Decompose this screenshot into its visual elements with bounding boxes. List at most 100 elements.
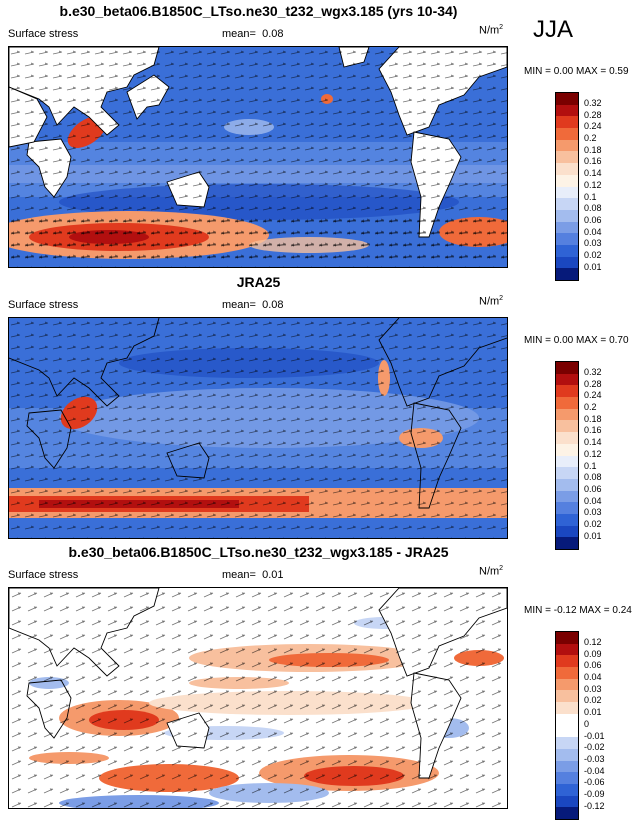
colorbar-cell <box>556 702 578 714</box>
colorbar-label: 0.16 <box>584 425 602 436</box>
colorbar-label: 0.28 <box>584 378 602 389</box>
panel-3-colorbar-labels: 0.12 0.09 0.06 0.04 0.03 0.02 0.01 0 -0.… <box>584 637 605 812</box>
colorbar-label: 0.16 <box>584 156 602 167</box>
panel-3-mean-value: 0.01 <box>262 569 284 581</box>
colorbar-cell <box>556 174 578 187</box>
colorbar-cell <box>556 502 578 514</box>
colorbar-label: 0.2 <box>584 133 597 144</box>
colorbar-cell <box>556 455 578 468</box>
colorbar-cell <box>556 362 578 374</box>
colorbar-cell <box>556 690 578 703</box>
colorbar-label: 0.12 <box>584 448 602 459</box>
colorbar-cell <box>556 748 578 761</box>
panel-1-colorbar <box>555 92 579 281</box>
colorbar-cell <box>556 678 578 691</box>
colorbar-cell <box>556 490 578 503</box>
colorbar-label: 0.01 <box>584 261 602 272</box>
colorbar-label: 0.1 <box>584 191 597 202</box>
colorbar-label: -0.01 <box>584 730 605 741</box>
panel-1-mean: mean= 0.08 <box>222 28 284 40</box>
colorbar-label: 0.06 <box>584 660 602 671</box>
colorbar-cell <box>556 525 578 538</box>
panel-1-variable-label: Surface stress <box>8 28 79 40</box>
panel-2-mean: mean= 0.08 <box>222 299 284 311</box>
panel-1-colorbar-labels: 0.32 0.28 0.24 0.2 0.18 0.16 0.14 0.12 0… <box>584 98 602 273</box>
colorbar-cell <box>556 163 578 175</box>
colorbar-label: -0.04 <box>584 765 605 776</box>
colorbar-cell <box>556 104 578 117</box>
colorbar-cell <box>556 478 578 491</box>
colorbar-label: -0.09 <box>584 788 605 799</box>
panel-3-variable-label: Surface stress <box>8 569 79 581</box>
colorbar-label: 0.18 <box>584 413 602 424</box>
colorbar-cell <box>556 537 578 549</box>
panel-2-map-svg <box>9 318 507 538</box>
panel-1-title: b.e30_beta06.B1850C_LTso.ne30_t232_wgx3.… <box>59 3 458 19</box>
colorbar-cell <box>556 655 578 668</box>
colorbar-cell <box>556 667 578 679</box>
colorbar-label: 0.32 <box>584 98 602 108</box>
colorbar-cell <box>556 151 578 164</box>
colorbar-cell <box>556 632 578 644</box>
colorbar-label: -0.12 <box>584 800 605 811</box>
colorbar-cell <box>556 783 578 796</box>
panel-1-map-svg <box>9 47 507 267</box>
panel-1-map <box>8 46 508 268</box>
panel-2-title: JRA25 <box>236 274 281 290</box>
colorbar-label: -0.02 <box>584 742 605 753</box>
colorbar-cell <box>556 397 578 409</box>
colorbar-label: 0.04 <box>584 672 602 683</box>
panel-1-mean-value: 0.08 <box>262 28 284 40</box>
colorbar-label: 0.24 <box>584 121 602 132</box>
colorbar-label: 0.02 <box>584 695 602 706</box>
colorbar-label: -0.03 <box>584 753 605 764</box>
colorbar-cell <box>556 244 578 257</box>
colorbar-cell <box>556 385 578 398</box>
panel-3-map <box>8 587 508 809</box>
colorbar-cell <box>556 760 578 773</box>
colorbar-label: 0.24 <box>584 390 602 401</box>
colorbar-label: 0 <box>584 718 590 729</box>
colorbar-label: 0.32 <box>584 367 602 377</box>
colorbar-label: 0.08 <box>584 203 602 214</box>
panel-2-mean-value: 0.08 <box>262 299 284 311</box>
panel-3-units: N/m2 <box>479 565 504 578</box>
colorbar-cell <box>556 233 578 245</box>
colorbar-cell <box>556 807 578 819</box>
colorbar-cell <box>556 408 578 421</box>
colorbar-cell <box>556 432 578 444</box>
colorbar-cell <box>556 725 578 738</box>
colorbar-label: 0.03 <box>584 683 602 694</box>
colorbar-cell <box>556 467 578 479</box>
colorbar-label: 0.06 <box>584 214 602 225</box>
colorbar-cell <box>556 209 578 222</box>
colorbar-cell <box>556 713 578 726</box>
colorbar-label: 0.03 <box>584 507 602 518</box>
colorbar-label: 0.14 <box>584 168 602 179</box>
colorbar-label: 0.01 <box>584 707 602 718</box>
panel-2-map <box>8 317 508 539</box>
panel-2-variable-label: Surface stress <box>8 299 79 311</box>
colorbar-cell <box>556 186 578 199</box>
colorbar-label: 0.12 <box>584 179 602 190</box>
colorbar-cell <box>556 198 578 210</box>
colorbar-cell <box>556 795 578 808</box>
season-label: JJA <box>533 16 574 43</box>
panel-2-units: N/m2 <box>479 295 504 308</box>
panel-1-min-max: MIN = 0.00 MAX = 0.59 <box>524 66 629 77</box>
colorbar-cell <box>556 93 578 105</box>
colorbar-label: 0.28 <box>584 109 602 120</box>
colorbar-cell <box>556 116 578 129</box>
panel-2-colorbar-labels: 0.32 0.28 0.24 0.2 0.18 0.16 0.14 0.12 0… <box>584 367 602 542</box>
colorbar-label: -0.06 <box>584 777 605 788</box>
colorbar-label: 0.18 <box>584 144 602 155</box>
colorbar-label: 0.06 <box>584 483 602 494</box>
panel-3-mean: mean= 0.01 <box>222 569 284 581</box>
colorbar-label: 0.04 <box>584 226 602 237</box>
colorbar-label: 0.1 <box>584 460 597 471</box>
colorbar-cell <box>556 373 578 386</box>
colorbar-label: 0.02 <box>584 518 602 529</box>
panel-3-min-max: MIN = -0.12 MAX = 0.24 <box>524 605 632 616</box>
colorbar-cell <box>556 643 578 656</box>
colorbar-label: 0.14 <box>584 437 602 448</box>
